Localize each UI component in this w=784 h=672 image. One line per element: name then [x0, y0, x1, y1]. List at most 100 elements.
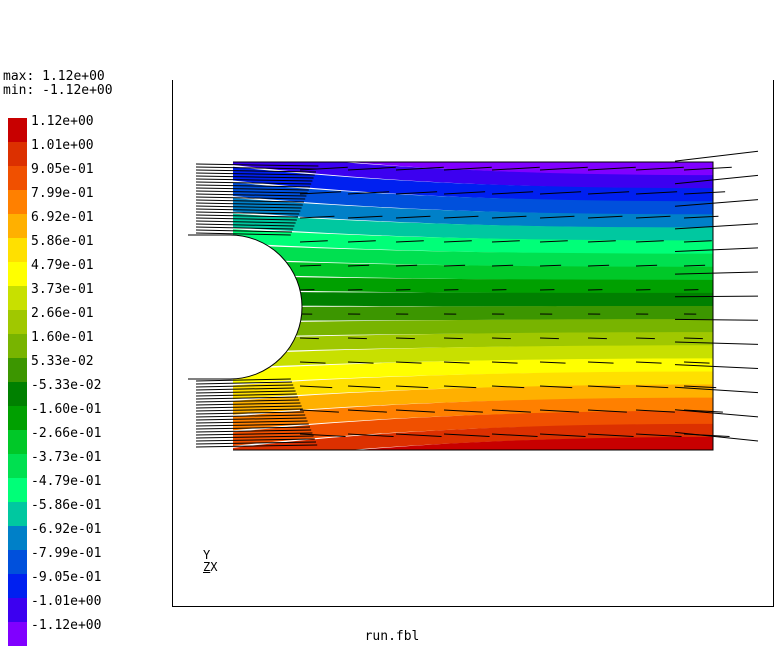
vector-glyph: [347, 337, 367, 340]
legend-entry: -7.99e-01: [8, 547, 188, 574]
vector-glyph: [674, 364, 759, 370]
vector-glyph: [299, 240, 328, 243]
legend-swatch: [8, 502, 27, 526]
vector-glyph: [195, 220, 296, 224]
legend-label: -5.33e-02: [31, 378, 102, 393]
vector-glyph: [395, 337, 415, 340]
vector-glyph: [395, 361, 422, 364]
vector-glyph: [443, 409, 483, 413]
vector-glyph: [195, 178, 313, 182]
vector-glyph: [443, 433, 490, 438]
vector-glyph: [195, 393, 297, 397]
vector-glyph: [299, 215, 335, 219]
legend-entry: -9.05e-01: [8, 571, 188, 598]
vector-glyph: [195, 414, 306, 418]
vector-glyph: [299, 337, 319, 340]
legend-entry: 4.79e-01: [8, 259, 188, 286]
vector-glyph: [491, 361, 518, 364]
vector-glyph: [443, 215, 479, 219]
vector-glyph: [674, 318, 759, 321]
contour-band: [230, 332, 713, 355]
legend-entry: 5.33e-02: [8, 355, 188, 382]
contour-band: [230, 436, 713, 450]
vector-glyph: [539, 337, 559, 340]
legend-label: 1.60e-01: [31, 330, 94, 345]
contour-band: [230, 258, 713, 281]
vector-glyph: [683, 361, 710, 364]
legend-swatch: [8, 334, 27, 358]
vector-glyph: [683, 385, 717, 389]
contour-band: [230, 162, 713, 189]
vector-glyph: [347, 166, 396, 171]
vector-glyph: [195, 429, 312, 433]
vector-glyph: [195, 435, 314, 439]
legend-entry: 3.73e-01: [8, 283, 188, 310]
vector-glyph: [587, 361, 614, 364]
vector-glyph: [395, 264, 418, 267]
legend-label: 5.86e-01: [31, 234, 94, 249]
vector-glyph: [587, 409, 627, 413]
vector-glyph: [683, 264, 706, 267]
vector-glyph: [587, 337, 607, 340]
legend-entry: -3.73e-01: [8, 451, 188, 478]
legend-entry: -5.86e-01: [8, 498, 188, 526]
vector-glyph: [195, 432, 313, 436]
contour-band: [230, 176, 713, 215]
vector-glyph: [635, 361, 662, 364]
legend-swatch: [8, 454, 27, 478]
contour-band: [230, 162, 713, 202]
contour-band: [230, 274, 713, 294]
domain-outline: [233, 161, 714, 451]
legend-swatch: [8, 598, 27, 622]
legend-swatch: [8, 262, 27, 286]
vector-glyph: [195, 181, 312, 185]
contour-band: [230, 397, 713, 436]
vector-glyph: [443, 166, 492, 171]
vector-glyph: [347, 264, 370, 267]
vector-glyph: [491, 409, 531, 413]
vector-glyph: [443, 385, 477, 389]
vector-glyph: [443, 264, 466, 267]
vector-glyph: [674, 295, 759, 298]
cylinder-hole: [188, 234, 303, 380]
vector-glyph: [674, 431, 759, 442]
vector-glyph: [347, 215, 383, 219]
legend-entry: -1.12e+00: [8, 619, 188, 646]
vector-glyph: [491, 264, 514, 267]
legend-label: -5.86e-01: [31, 498, 102, 513]
vector-glyph: [674, 223, 759, 230]
vector-glyph: [539, 409, 579, 413]
vector-glyph: [347, 409, 387, 413]
vector-glyph: [587, 385, 621, 389]
vector-glyph: [195, 166, 318, 170]
vector-glyph: [195, 426, 311, 430]
vector-glyph: [674, 150, 759, 162]
vector-glyph: [587, 240, 616, 243]
max-value-label: max: 1.12e+00: [3, 69, 105, 84]
vector-glyph: [195, 411, 305, 415]
vector-glyph: [491, 191, 534, 195]
filename-label: run.fbl: [364, 629, 420, 644]
vector-glyph: [195, 444, 318, 448]
vector-glyph: [195, 438, 315, 442]
vector-glyph: [195, 175, 314, 179]
triad-x-label: X: [210, 560, 218, 574]
legend-swatch: [8, 310, 27, 334]
legend-label: 1.12e+00: [31, 114, 94, 129]
vector-glyph: [299, 433, 346, 438]
range-header: max: 1.12e+00 min: -1.12e+00: [3, 70, 113, 98]
vector-glyph: [443, 337, 463, 340]
vector-glyph: [587, 215, 623, 219]
legend-swatch: [8, 214, 27, 238]
vector-glyph: [443, 361, 470, 364]
legend-swatch: [8, 286, 27, 310]
vector-glyph: [635, 166, 684, 171]
vector-glyph: [195, 172, 315, 176]
vector-glyph: [539, 191, 582, 195]
legend-label: 6.92e-01: [31, 210, 94, 225]
vector-glyph: [195, 211, 300, 215]
vector-glyph: [635, 337, 655, 340]
vector-glyph: [491, 337, 511, 340]
min-value-label: min: -1.12e+00: [3, 83, 113, 98]
legend-swatch: [8, 142, 27, 166]
